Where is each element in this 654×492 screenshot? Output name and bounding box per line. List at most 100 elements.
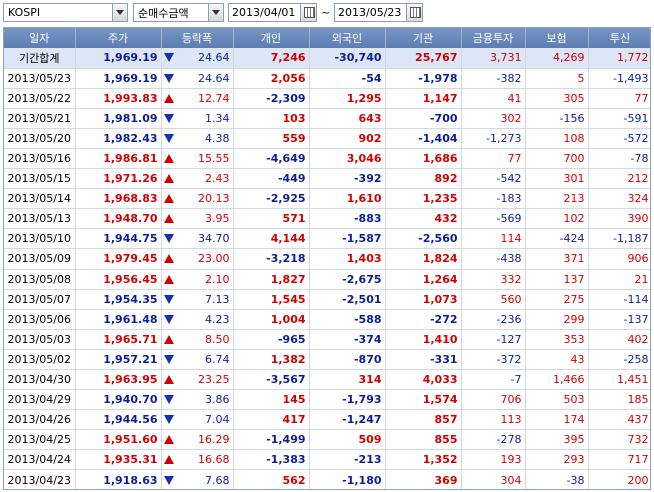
price-cell: 1,969.19 (75, 48, 162, 69)
individual-cell: 1,004 (233, 309, 310, 330)
individual-cell: -1,383 (233, 449, 310, 471)
insurance-cell: 4,269 (525, 48, 589, 69)
table-row[interactable]: 2013/04/29 1,940.70 3.86 145 -1,793 1,574 706 5… (4, 389, 650, 411)
individual-cell: 2,056 (233, 68, 310, 89)
price-cell: 1,969.19 (75, 68, 162, 89)
change-cell: 7.13 (161, 289, 234, 310)
table-row[interactable]: 2013/05/14 1,968.83 20.13 -2,925 1,610 1,235-… (4, 188, 650, 210)
price-cell: 1,940.70 (75, 389, 162, 411)
market-select-value: KOSPI (8, 6, 41, 19)
column-header-institution[interactable]: 기관 (385, 28, 462, 48)
foreign-cell: -1,247 (309, 409, 386, 431)
individual-cell: 103 (233, 108, 310, 129)
date-cell: 2013/04/29 (4, 389, 76, 411)
price-cell: 1,944.56 (75, 409, 162, 431)
table-row[interactable]: 2013/05/23 1,969.19 24.64 2,056 -54 -1,978 -38… (4, 68, 650, 89)
institution-cell: 857 (385, 409, 462, 431)
calendar-icon[interactable] (300, 4, 316, 21)
table-row[interactable]: 2013/05/02 1,957.21 6.74 1,382 -870 -331 -372 4… (4, 349, 650, 371)
date-cell: 2013/05/10 (4, 228, 76, 250)
triangle-down-icon (163, 133, 174, 143)
financial-investment-cell: -127 (461, 329, 526, 350)
triangle-up-icon (163, 93, 174, 103)
foreign-cell: 643 (309, 108, 386, 129)
table-header-row: 일자 주가 등락폭 개인 외국인 기관 금융투자 보험 투신 (4, 28, 650, 48)
individual-cell: -3,218 (233, 248, 310, 270)
period-total-row[interactable]: 기간합계 1,969.19 24.64 7,246 -30,740 25,767 3,731… (4, 48, 650, 69)
change-value: 3.95 (205, 212, 230, 226)
change-cell: 34.70 (161, 228, 234, 250)
triangle-up-icon (163, 194, 174, 204)
table-row[interactable]: 2013/04/24 1,935.31 16.68 -1,383 -213 1,352 19… (4, 449, 650, 471)
foreign-cell: -1,180 (309, 469, 386, 489)
foreign-cell: 1,295 (309, 88, 386, 109)
investor-trading-grid[interactable]: 일자 주가 등락폭 개인 외국인 기관 금융투자 보험 투신 기간합계 1,969… (3, 27, 651, 490)
table-row[interactable]: 2013/05/08 1,956.45 2.10 1,827 -2,675 1,264 33… (4, 269, 650, 290)
table-row[interactable]: 2013/04/23 1,918.63 7.68 562 -1,180 369 304 -38… (4, 469, 650, 489)
triangle-up-icon (163, 375, 174, 385)
column-header-trust[interactable]: 투신 (588, 28, 650, 48)
table-row[interactable]: 2013/05/06 1,961.48 4.23 1,004 -588 -272 -236 2… (4, 309, 650, 330)
trust-cell: -1,493 (588, 68, 650, 89)
table-row[interactable]: 2013/04/30 1,963.95 23.25 -3,567 314 4,033 -7 1… (4, 369, 650, 391)
date-cell: 2013/05/20 (4, 128, 76, 149)
calendar-icon[interactable] (406, 4, 422, 21)
insurance-cell: 305 (525, 88, 589, 109)
triangle-down-icon (163, 234, 174, 244)
individual-cell: 145 (233, 389, 310, 411)
change-cell: 23.25 (161, 369, 234, 391)
trust-cell: 21 (588, 269, 650, 290)
financial-investment-cell: -1,273 (461, 128, 526, 149)
institution-cell: -1,978 (385, 68, 462, 89)
price-cell: 1,918.63 (75, 469, 162, 489)
table-row[interactable]: 2013/05/10 1,944.75 34.70 4,144 -1,587 -2,560… (4, 228, 650, 250)
table-row[interactable]: 2013/05/20 1,982.43 4.38 559 902 -1,404 -1,273… (4, 128, 650, 149)
column-header-change[interactable]: 등락폭 (161, 28, 234, 48)
column-header-financial-investment[interactable]: 금융투자 (461, 28, 526, 48)
column-header-price[interactable]: 주가 (75, 28, 162, 48)
change-value: 24.64 (198, 51, 230, 65)
chevron-down-icon[interactable] (208, 4, 223, 21)
triangle-down-icon (163, 73, 174, 83)
date-cell: 2013/05/07 (4, 289, 76, 310)
table-row[interactable]: 2013/04/25 1,951.60 16.29 -1,499 509 855 -278 3… (4, 429, 650, 451)
chevron-down-icon[interactable] (112, 4, 127, 21)
column-header-insurance[interactable]: 보험 (525, 28, 589, 48)
price-cell: 1,954.35 (75, 289, 162, 310)
table-row[interactable]: 2013/05/13 1,948.70 3.95 571 -883 432 -569 102 3… (4, 208, 650, 230)
table-row[interactable]: 2013/05/16 1,986.81 15.55 -4,649 3,046 1,686 7… (4, 148, 650, 170)
table-row[interactable]: 2013/05/09 1,979.45 23.00 -3,218 1,403 1,824-… (4, 248, 650, 270)
end-date-field[interactable]: 2013/05/23 (334, 3, 423, 22)
change-cell: 2.43 (161, 168, 234, 190)
change-cell: 1.34 (161, 108, 234, 129)
column-header-date[interactable]: 일자 (4, 28, 76, 48)
column-header-foreign[interactable]: 외국인 (309, 28, 386, 48)
institution-cell: 1,352 (385, 449, 462, 471)
table-row[interactable]: 2013/05/22 1,993.83 12.74 -2,309 1,295 1,147 4… (4, 88, 650, 109)
change-value: 7.04 (205, 413, 230, 427)
financial-investment-cell: -7 (461, 369, 526, 391)
start-date-field[interactable]: 2013/04/01 (228, 3, 317, 22)
column-header-individual[interactable]: 개인 (233, 28, 310, 48)
market-select[interactable]: KOSPI (3, 3, 128, 22)
table-row[interactable]: 2013/04/26 1,944.56 7.04 417 -1,247 857 113 174… (4, 409, 650, 431)
trust-cell: -137 (588, 309, 650, 330)
table-row[interactable]: 2013/05/15 1,971.26 2.43 -449 -392 892 -542 301… (4, 168, 650, 190)
table-row[interactable]: 2013/05/03 1,965.71 8.50 -965 -374 1,410 -127 3… (4, 329, 650, 350)
trust-cell: 1,451 (588, 369, 650, 391)
change-value: 8.50 (205, 332, 230, 346)
triangle-up-icon (163, 435, 174, 445)
individual-cell: -3,567 (233, 369, 310, 391)
table-row[interactable]: 2013/05/21 1,981.09 1.34 103 643 -700 302 -156-… (4, 108, 650, 129)
insurance-cell: 1,466 (525, 369, 589, 391)
price-cell: 1,979.45 (75, 248, 162, 270)
insurance-cell: 43 (525, 349, 589, 371)
institution-cell: 25,767 (385, 48, 462, 69)
table-row[interactable]: 2013/05/07 1,954.35 7.13 1,545 -2,501 1,073 56… (4, 289, 650, 310)
foreign-cell: -30,740 (309, 48, 386, 69)
change-value: 23.00 (198, 252, 230, 266)
date-cell: 2013/05/23 (4, 68, 76, 89)
individual-cell: -4,649 (233, 148, 310, 170)
institution-cell: 432 (385, 208, 462, 230)
metric-select[interactable]: 순매수금액 (133, 3, 224, 22)
